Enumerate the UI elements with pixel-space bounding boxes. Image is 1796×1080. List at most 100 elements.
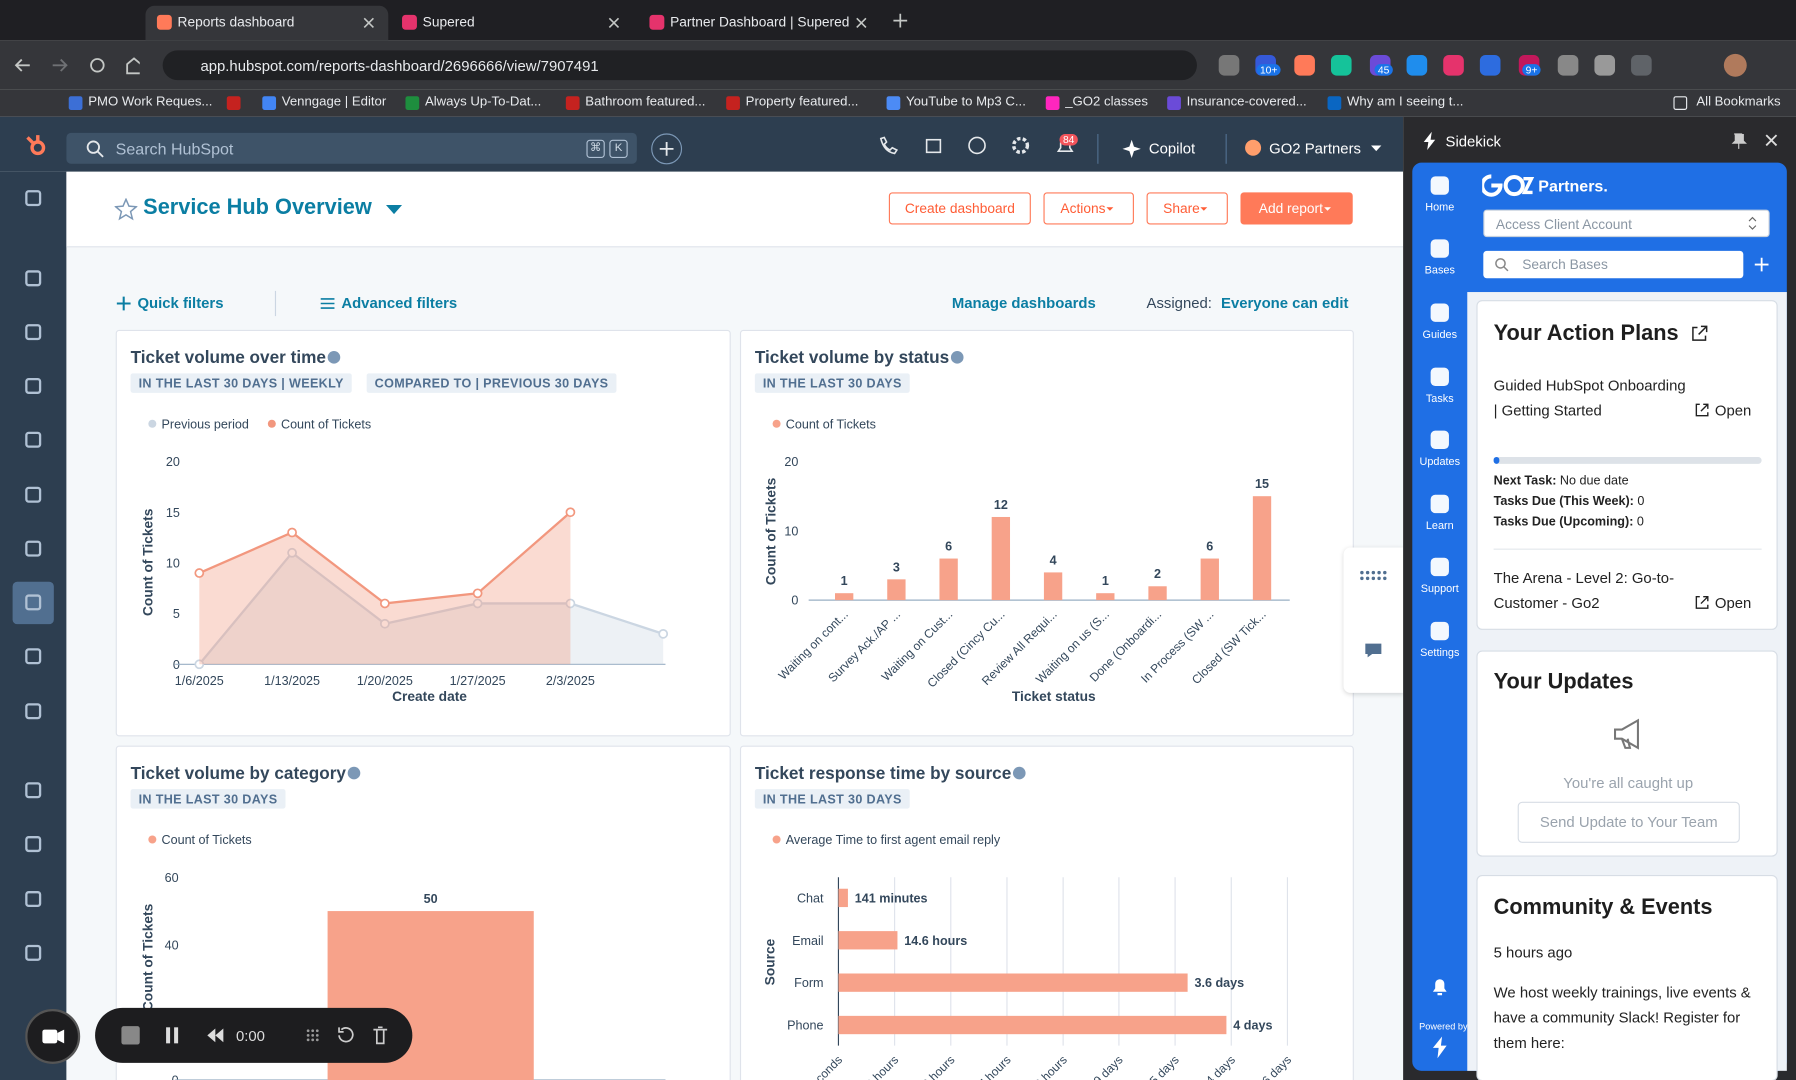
chart-title: Ticket response time by source xyxy=(755,763,1011,783)
open-link[interactable]: Open xyxy=(1714,401,1752,420)
x-axis-label: Create date xyxy=(392,689,467,704)
line xyxy=(198,551,664,665)
url-field[interactable]: app.hubspot.com/reports-dashboard/269666… xyxy=(162,50,1197,81)
copilot[interactable]: Copilot xyxy=(1148,139,1196,157)
nav-buttons[interactable] xyxy=(14,55,140,76)
bar xyxy=(1200,558,1219,601)
toolbar-icons[interactable] xyxy=(1344,547,1404,692)
sidekick-nav-label[interactable]: Learn xyxy=(1425,519,1454,533)
favorite-star[interactable] xyxy=(114,198,138,221)
close-tab[interactable] xyxy=(608,17,620,29)
extension-icon[interactable] xyxy=(1479,54,1501,76)
nav-icon[interactable] xyxy=(25,944,42,961)
profile-avatar[interactable] xyxy=(1723,53,1747,77)
advanced-filters[interactable]: Advanced filters xyxy=(341,294,458,312)
nav-icon[interactable] xyxy=(25,836,42,853)
open-link[interactable]: Open xyxy=(1714,594,1752,612)
add-report-button[interactable]: Add report xyxy=(1240,192,1353,225)
extension-icon[interactable] xyxy=(1631,54,1652,76)
bookmark[interactable]: PMO Work Reques... xyxy=(88,95,213,109)
bookmark[interactable]: _GO2 classes xyxy=(1065,95,1148,109)
chart: Ticket response time by source IN THE LAS… xyxy=(754,763,1294,1080)
sidekick-nav-label[interactable]: Updates xyxy=(1419,455,1461,469)
x-tick-label: 2/3/2025 xyxy=(546,674,595,688)
nav-icon[interactable] xyxy=(25,431,42,448)
close-tab[interactable] xyxy=(856,17,867,29)
external-link[interactable] xyxy=(1692,325,1708,341)
extension-icon[interactable] xyxy=(1594,54,1616,76)
nav-icon[interactable] xyxy=(25,324,42,341)
nav-icon[interactable] xyxy=(25,594,42,611)
sidekick-nav-label[interactable]: Support xyxy=(1420,582,1459,596)
client-select[interactable]: Access Client Account xyxy=(1483,209,1770,238)
add-base[interactable] xyxy=(1754,257,1770,273)
extension-icon[interactable] xyxy=(1406,54,1428,76)
create-dashboard-button[interactable]: Create dashboard xyxy=(888,192,1031,225)
send-update-button[interactable]: Send Update to Your Team xyxy=(1517,801,1740,843)
bookmark[interactable]: Venngage | Editor xyxy=(281,95,387,109)
nav-icon[interactable] xyxy=(25,486,42,503)
search-bases[interactable]: Search Bases xyxy=(1483,250,1744,279)
title-caret[interactable] xyxy=(385,204,403,215)
manage-dashboards[interactable]: Manage dashboards xyxy=(951,294,1096,312)
dashboard-title[interactable]: Service Hub Overview xyxy=(143,195,372,220)
nav-icon[interactable] xyxy=(25,782,42,799)
account-name[interactable]: GO2 Partners xyxy=(1269,139,1361,157)
browser-tab[interactable]: Supered xyxy=(391,6,634,40)
nav-icon[interactable] xyxy=(25,190,42,207)
bar xyxy=(939,558,958,601)
y-axis-label: Count of Tickets xyxy=(763,477,778,585)
topbar-icons[interactable] xyxy=(879,135,1085,156)
extension-icon[interactable] xyxy=(1557,54,1579,76)
assigned-value[interactable]: Everyone can edit xyxy=(1221,294,1349,312)
nav-icon[interactable] xyxy=(25,891,42,908)
share-button[interactable]: Share xyxy=(1146,192,1228,225)
point xyxy=(472,588,483,599)
browser-tab[interactable]: Partner Dashboard | Supered xyxy=(638,6,881,40)
x-tick-label: 1/6/2025 xyxy=(175,674,224,688)
panel-controls[interactable] xyxy=(1730,132,1780,150)
bookmark-icon xyxy=(1167,96,1181,110)
record-button[interactable] xyxy=(25,1008,82,1065)
point xyxy=(565,507,576,518)
bookmark[interactable]: Insurance-covered... xyxy=(1186,95,1307,109)
powered-by: Powered by xyxy=(1419,1021,1468,1032)
bookmark[interactable]: Bathroom featured... xyxy=(585,95,706,109)
browser-tab[interactable]: Reports dashboard xyxy=(145,5,389,41)
post-text: We host weekly trainings, live events & … xyxy=(1493,983,1751,1052)
sidekick-nav-label[interactable]: Tasks xyxy=(1425,392,1454,406)
hubspot-logo[interactable] xyxy=(23,133,48,158)
x-tick-label: 3.5 days xyxy=(1140,1053,1182,1080)
extension-icon[interactable] xyxy=(1443,54,1464,76)
sidekick-nav-label[interactable]: Settings xyxy=(1420,647,1460,660)
nav-icon[interactable] xyxy=(25,648,42,665)
recorder-controls[interactable] xyxy=(118,1024,393,1047)
sidekick-nav-label[interactable]: Bases xyxy=(1424,264,1455,278)
extension-icon[interactable] xyxy=(1294,54,1315,76)
card-title: Community & Events xyxy=(1493,895,1713,920)
chart-title: Ticket volume by status xyxy=(755,347,949,367)
extension-icon[interactable] xyxy=(1330,54,1352,76)
nav-icon[interactable] xyxy=(25,270,42,287)
add-button[interactable] xyxy=(651,133,683,165)
bookmark[interactable]: Why am I seeing t... xyxy=(1347,95,1464,109)
all-bookmarks[interactable]: All Bookmarks xyxy=(1696,95,1781,109)
point xyxy=(379,618,390,629)
search-field[interactable]: Search HubSpot ⌘ K xyxy=(66,132,637,164)
bookmark[interactable]: YouTube to Mp3 C... xyxy=(906,95,1026,109)
tag xyxy=(130,373,352,393)
extension-icon[interactable] xyxy=(1218,54,1240,76)
bar xyxy=(1043,572,1063,601)
nav-icon[interactable] xyxy=(25,377,42,394)
close-tab[interactable] xyxy=(363,17,374,29)
actions-button[interactable]: Actions xyxy=(1043,192,1134,225)
nav-icon[interactable] xyxy=(25,703,42,720)
sidekick-nav-label[interactable]: Guides xyxy=(1422,328,1458,342)
quick-filters[interactable]: Quick filters xyxy=(137,294,224,312)
tab-title: Supered xyxy=(422,13,475,30)
bookmark[interactable]: Property featured... xyxy=(745,95,859,109)
new-tab[interactable] xyxy=(892,13,908,29)
nav-icon[interactable] xyxy=(25,540,42,557)
bookmark[interactable]: Always Up-To-Dat... xyxy=(424,95,542,109)
sidekick-nav-label[interactable]: Home xyxy=(1425,201,1455,215)
